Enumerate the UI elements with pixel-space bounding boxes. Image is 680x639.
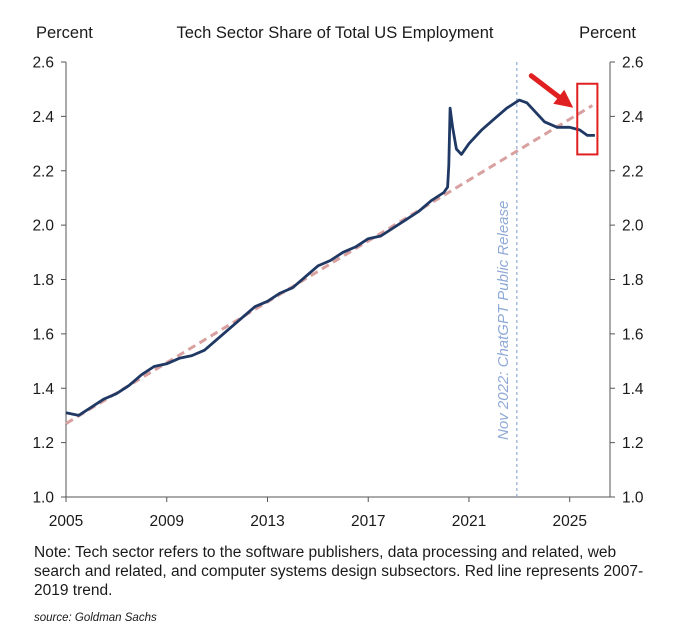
- y-tick-label-left: 2.6: [32, 55, 54, 72]
- chart-source: source: Goldman Sachs: [34, 612, 157, 624]
- y-tick-label-right: 1.0: [622, 490, 644, 507]
- y-tick-label-right: 1.6: [622, 326, 644, 343]
- y-tick-label-left: 2.2: [32, 163, 54, 180]
- y-tick-label-left: 1.6: [32, 326, 54, 343]
- event-label: Nov 2022: ChatGPT Public Release: [495, 201, 512, 440]
- y-axis-label-left: Percent: [36, 24, 93, 42]
- employment-share-line: [65, 98, 595, 417]
- x-tick-label: 2013: [250, 513, 284, 530]
- y-tick-label-right: 1.4: [622, 381, 644, 398]
- trend-line: [65, 104, 594, 425]
- y-tick-label-left: 2.4: [32, 109, 54, 126]
- y-tick-label-left: 1.2: [32, 435, 54, 452]
- y-tick-label-left: 2.0: [32, 218, 54, 235]
- chart-note: Note: Tech sector refers to the software…: [34, 544, 644, 599]
- x-tick-label: 2005: [49, 513, 83, 530]
- axis-ticks: 1.0 1.0 1.2 1.2 1.4 1.4 1.6 1.6 1.8 1.8 2.0 2.0 2.2 2…: [32, 55, 643, 531]
- highlight-box: [576, 82, 599, 156]
- arrow-head: [553, 89, 574, 108]
- y-tick-label-right: 2.6: [622, 55, 644, 72]
- x-tick-label: 2017: [351, 513, 385, 530]
- y-axis-label-right: Percent: [579, 24, 636, 42]
- chart: Tech Sector Share of Total US Employment…: [32, 24, 643, 531]
- chart-marks: Nov 2022: ChatGPT Public Release: [65, 62, 599, 497]
- y-tick-label-right: 1.8: [622, 272, 644, 289]
- y-tick-label-left: 1.4: [32, 381, 54, 398]
- y-tick-label-right: 2.0: [622, 218, 644, 235]
- chart-title: Tech Sector Share of Total US Employment: [176, 24, 493, 42]
- y-tick-label-right: 2.4: [622, 109, 644, 126]
- x-tick-label: 2021: [452, 513, 486, 530]
- y-tick-label-left: 1.0: [32, 490, 54, 507]
- x-tick-label: 2009: [149, 513, 183, 530]
- x-tick-label: 2025: [552, 513, 586, 530]
- y-tick-label-left: 1.8: [32, 272, 54, 289]
- y-tick-label-right: 2.2: [622, 163, 644, 180]
- y-tick-label-right: 1.2: [622, 435, 644, 452]
